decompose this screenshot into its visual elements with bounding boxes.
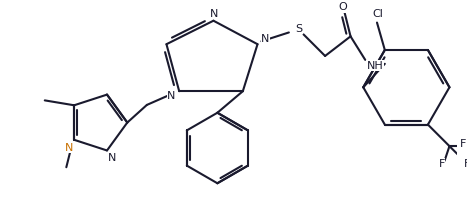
- Text: F: F: [464, 159, 467, 169]
- Text: N: N: [65, 143, 73, 153]
- Text: F: F: [460, 139, 467, 149]
- Text: N: N: [167, 91, 176, 101]
- Text: F: F: [439, 159, 445, 169]
- Text: N: N: [210, 9, 219, 19]
- Text: Cl: Cl: [373, 9, 383, 19]
- Text: N: N: [108, 153, 116, 163]
- Text: S: S: [295, 23, 302, 33]
- Text: N: N: [261, 34, 269, 44]
- Text: NH: NH: [367, 61, 383, 71]
- Text: O: O: [338, 2, 347, 12]
